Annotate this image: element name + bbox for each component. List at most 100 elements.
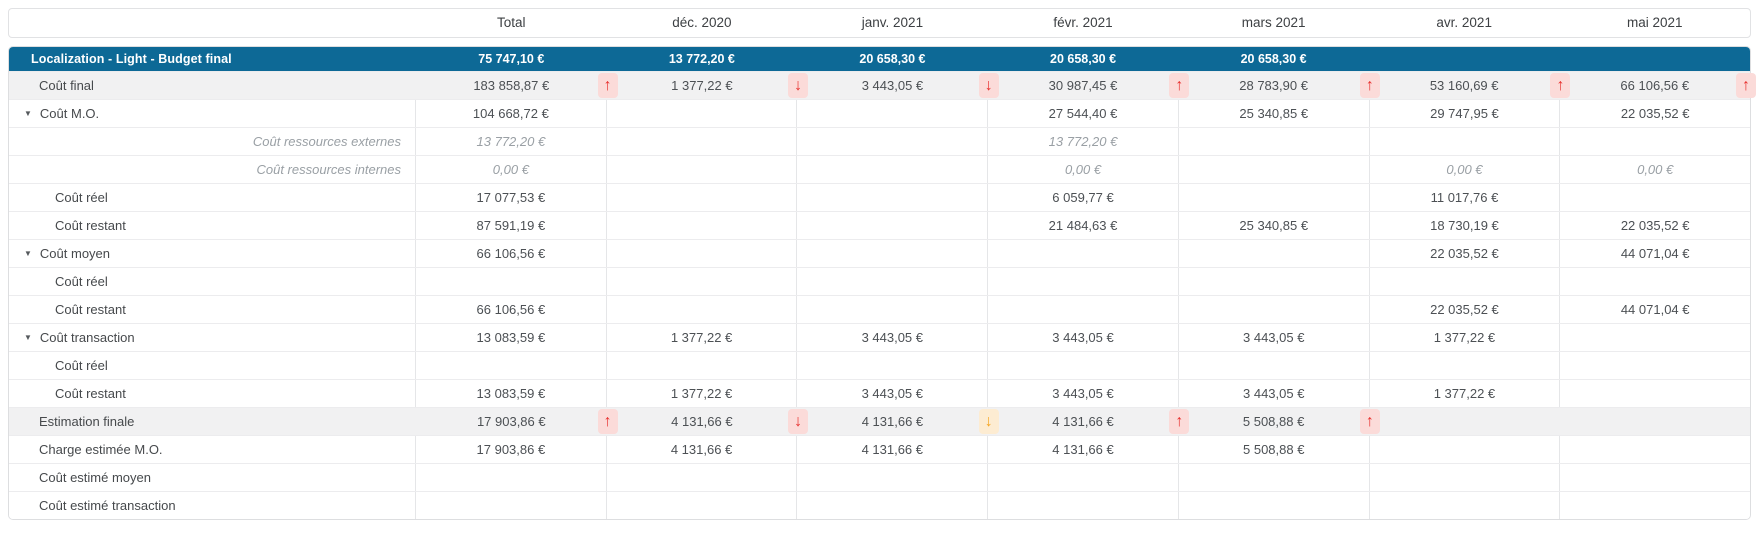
cell-value: 18 730,19 €: [1430, 218, 1499, 233]
row-cells: [416, 464, 1750, 491]
value-cell: 4 131,66 € ↑: [988, 408, 1190, 435]
cell-value: 5 508,88 €: [1243, 442, 1305, 457]
value-cell: [988, 352, 1179, 379]
trend-up-icon: ↑: [1359, 409, 1380, 434]
row-cells: 13 083,59 € 1 377,22 € 3 443,05 € 3 443,05 …: [416, 380, 1750, 407]
row-cells: 17 077,53 € 6 059,77 € 11 017,76 €: [416, 184, 1750, 211]
cell-value: 44 071,04 €: [1620, 246, 1690, 261]
value-cell: [797, 100, 989, 127]
trend-up-icon: ↑: [597, 73, 618, 98]
value-cell: [1179, 296, 1370, 323]
value-cell: [1370, 352, 1561, 379]
value-cell: 6 059,77 €: [988, 184, 1179, 211]
budget-final-value: 20 658,30 €: [1050, 52, 1117, 66]
cell-value: 1 377,22 €: [671, 78, 733, 93]
cell-value: 3 443,05 €: [1052, 330, 1114, 345]
trend-down-icon: ↓: [978, 73, 999, 98]
table-row: Coût réel 17 077,53 € 6 059,77 € 11 017,76…: [9, 183, 1750, 211]
column-header-janv-2021: janv. 2021: [861, 15, 924, 30]
value-cell: [1179, 268, 1370, 295]
cell-value: 22 035,52 €: [1620, 106, 1690, 121]
cell-value: 0,00 €: [1637, 162, 1674, 177]
value-cell: 66 106,56 €: [416, 240, 607, 267]
value-cell: 3 443,05 € ↓: [797, 72, 999, 99]
value-cell: [797, 296, 989, 323]
table-row: ▼ Coût M.O. 104 668,72 € 27 544,40 € 25 34…: [9, 99, 1750, 127]
collapse-icon[interactable]: ▼: [24, 109, 32, 118]
row-label: Coût restant: [55, 218, 126, 233]
value-cell: [607, 212, 798, 239]
trend-up-icon: ↑: [597, 409, 618, 434]
cell-value: 25 340,85 €: [1239, 106, 1309, 121]
budget-final-value: 75 747,10 €: [478, 52, 545, 66]
cell-value: 13 772,20 €: [476, 134, 546, 149]
value-cell: 17 903,86 € ↑: [416, 408, 618, 435]
value-cell: [1560, 380, 1750, 407]
cell-value: 22 035,52 €: [1620, 218, 1690, 233]
cell-value: 0,00 €: [1064, 162, 1102, 177]
value-cell: [607, 156, 798, 183]
value-cell: [1179, 156, 1370, 183]
value-cell: 4 131,66 € ↓: [797, 408, 999, 435]
cell-value: 66 106,56 €: [476, 246, 546, 261]
cell-value: 53 160,69 €: [1429, 78, 1499, 93]
value-cell: [416, 268, 607, 295]
row-label-cell: Coût réel: [9, 352, 416, 379]
row-cells: 66 106,56 € 22 035,52 € 44 071,04 €: [416, 296, 1750, 323]
value-cell: [988, 240, 1179, 267]
cell-value: 3 443,05 €: [861, 78, 924, 93]
value-cell: 13 083,59 €: [416, 324, 607, 351]
value-cell: [607, 184, 798, 211]
trend-up-icon: ↑: [1736, 73, 1757, 98]
value-cell: [607, 296, 798, 323]
value-cell: [797, 156, 989, 183]
table-row: Coût réel: [9, 351, 1750, 379]
value-cell: 4 131,66 €: [797, 436, 989, 463]
row-label-cell: Coût estimé moyen: [9, 464, 416, 491]
value-cell: [1370, 464, 1561, 491]
cell-value: 3 443,05 €: [861, 330, 924, 345]
value-cell: [797, 492, 989, 519]
row-label: Coût restant: [55, 302, 126, 317]
row-label: Coût M.O.: [39, 106, 100, 121]
value-cell: 17 077,53 €: [416, 184, 607, 211]
table-row: Estimation finale 17 903,86 € ↑ 4 131,66 €…: [9, 407, 1750, 435]
row-cells: 66 106,56 € 22 035,52 € 44 071,04 €: [416, 240, 1750, 267]
value-cell: [1369, 408, 1560, 435]
value-cell: 5 508,88 € ↑: [1178, 408, 1380, 435]
row-cells: 183 858,87 € ↑ 1 377,22 € ↓ 3 443,05 € ↓ 30 98…: [416, 72, 1757, 99]
row-label-cell: Coût restant: [9, 296, 416, 323]
value-cell: [1560, 352, 1750, 379]
collapse-icon[interactable]: ▼: [24, 333, 32, 342]
table-row: Coût restant 87 591,19 € 21 484,63 € 25 34…: [9, 211, 1750, 239]
row-label-cell: Coût ressources internes: [9, 156, 416, 183]
row-label: Coût réel: [55, 274, 108, 289]
value-cell: 53 160,69 € ↑: [1369, 72, 1571, 99]
cell-value: 29 747,95 €: [1430, 106, 1499, 121]
value-cell: [1179, 464, 1370, 491]
row-cells: 17 903,86 € 4 131,66 € 4 131,66 € 4 131,66 …: [416, 436, 1750, 463]
value-cell: 3 443,05 €: [988, 380, 1179, 407]
value-cell: 0,00 €: [416, 156, 607, 183]
value-cell: 0,00 €: [1560, 156, 1750, 183]
value-cell: [1179, 240, 1370, 267]
value-cell: 22 035,52 €: [1370, 296, 1561, 323]
table-row: Coût estimé moyen: [9, 463, 1750, 491]
row-label-cell: Coût ressources externes: [9, 128, 416, 155]
value-cell: [1179, 352, 1370, 379]
value-cell: [1560, 436, 1750, 463]
cell-value: 13 083,59 €: [476, 330, 546, 345]
value-cell: [1560, 324, 1750, 351]
cell-value: 13 083,59 €: [476, 386, 546, 401]
value-cell: 5 508,88 €: [1179, 436, 1370, 463]
value-cell: 0,00 €: [988, 156, 1179, 183]
budget-table: Total déc. 2020 janv. 2021 févr. 2021 ma…: [8, 8, 1757, 520]
value-cell: 11 017,76 €: [1370, 184, 1561, 211]
row-label-cell: Coût réel: [9, 268, 416, 295]
table-row: Coût final 183 858,87 € ↑ 1 377,22 € ↓ 3 443…: [9, 71, 1757, 99]
cell-value: 66 106,56 €: [1620, 78, 1690, 93]
collapse-icon[interactable]: ▼: [24, 249, 32, 258]
row-label-cell: Coût final: [9, 72, 416, 99]
value-cell: [607, 492, 798, 519]
value-cell: [1370, 436, 1561, 463]
